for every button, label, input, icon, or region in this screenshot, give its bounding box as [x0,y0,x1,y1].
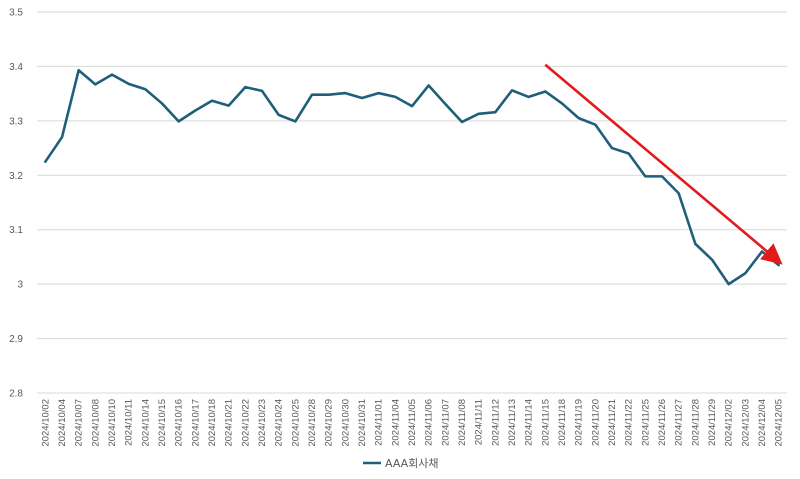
x-tick-label: 2024/11/22 [624,399,635,446]
x-tick-label: 2024/10/31 [357,399,368,447]
legend-label: AAA회사채 [385,457,439,470]
y-tick-label: 3 [17,280,23,291]
y-tick-label: 2.9 [9,334,23,345]
x-tick-label: 2024/11/01 [374,399,385,446]
series-group [44,68,780,286]
x-tick-label: 2024/10/25 [290,399,301,447]
x-tick-label: 2024/11/13 [507,399,518,446]
x-tick-label: 2024/12/04 [757,399,768,447]
x-tick-label: 2024/11/07 [440,399,451,446]
x-tick-label: 2024/10/02 [40,399,51,447]
trend-arrow [544,63,783,265]
x-tick-label: 2024/11/08 [457,399,468,446]
x-tick-label: 2024/10/18 [207,399,218,447]
x-tick-label: 2024/10/04 [57,399,68,447]
x-tick-label: 2024/10/24 [274,399,285,447]
x-tick-label: 2024/11/19 [574,399,585,446]
x-tick-label: 2024/10/15 [157,399,168,447]
x-tick-label: 2024/11/06 [424,399,435,446]
x-axis-ticks: 2024/10/02 2024/10/04 2024/10/07 2024/10/08… [40,399,784,447]
x-tick-label: 2024/10/23 [257,399,268,447]
x-tick-label: 2024/11/29 [707,399,718,446]
x-tick-label: 2024/11/11 [474,399,485,445]
x-tick-label: 2024/10/21 [224,399,235,447]
y-axis-ticks: 2.8 2.9 3 3.1 3.2 3.3 3.4 3.5 [9,8,23,400]
series-line [44,68,780,286]
x-tick-label: 2024/11/12 [490,399,501,446]
x-tick-label: 2024/11/26 [657,399,668,446]
x-tick-label: 2024/11/14 [524,399,535,446]
y-tick-label: 3.2 [9,171,23,182]
y-tick-label: 2.8 [9,389,23,400]
gridlines [37,11,787,394]
x-tick-label: 2024/12/05 [774,399,785,447]
x-tick-label: 2024/11/15 [540,399,551,446]
legend: AAA회사채 [363,457,439,470]
x-tick-label: 2024/11/05 [407,399,418,446]
x-tick-label: 2024/11/18 [557,399,568,446]
x-tick-label: 2024/10/10 [107,399,118,447]
x-tick-label: 2024/11/04 [390,399,401,446]
x-tick-label: 2024/10/16 [174,399,185,447]
x-tick-label: 2024/10/07 [74,399,85,447]
y-tick-label: 3.5 [9,8,23,19]
x-tick-label: 2024/10/17 [190,399,201,447]
x-tick-label: 2024/12/03 [740,399,751,447]
x-tick-label: 2024/11/21 [607,399,618,446]
x-tick-label: 2024/10/22 [240,399,251,447]
x-tick-label: 2024/11/20 [590,399,601,446]
annotations [544,63,783,265]
x-tick-label: 2024/10/08 [90,399,101,447]
x-tick-label: 2024/11/25 [640,399,651,446]
x-tick-label: 2024/10/14 [140,399,151,447]
y-tick-label: 3.4 [9,62,23,73]
x-tick-label: 2024/10/30 [340,399,351,447]
x-tick-label: 2024/11/27 [674,399,685,446]
x-tick-label: 2024/10/29 [324,399,335,447]
x-tick-label: 2024/12/02 [724,399,735,447]
y-tick-label: 3.3 [9,116,23,127]
x-tick-label: 2024/11/28 [690,399,701,446]
x-tick-label: 2024/10/11 [124,399,135,446]
y-tick-label: 3.1 [9,225,23,236]
x-tick-label: 2024/10/28 [307,399,318,447]
